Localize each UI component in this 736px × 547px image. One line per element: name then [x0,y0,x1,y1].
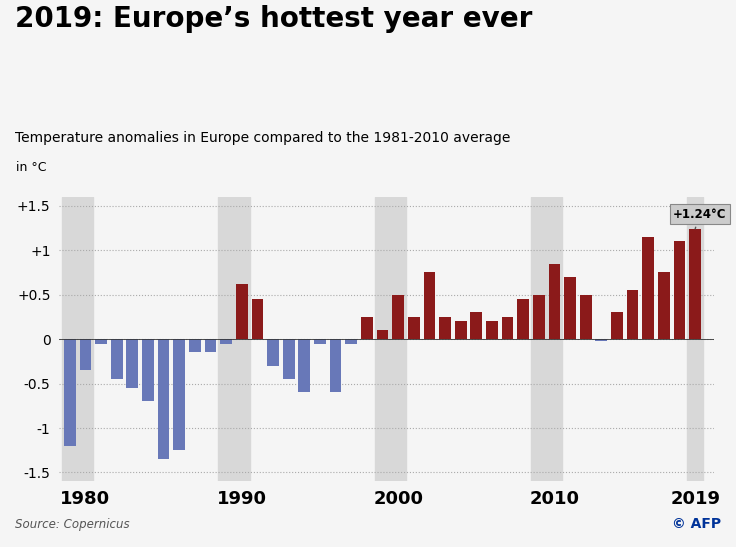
Bar [62,197,93,481]
Bar [392,295,404,339]
Bar [531,197,562,481]
Bar [127,339,138,388]
Bar [408,317,420,339]
Bar [79,339,91,370]
Bar [565,277,576,339]
Bar [64,339,76,446]
Bar [330,339,342,393]
Bar [486,321,498,339]
Bar [470,312,482,339]
Bar [580,295,592,339]
Bar [673,241,685,339]
Bar [220,339,232,344]
Text: Temperature anomalies in Europe compared to the 1981-2010 average: Temperature anomalies in Europe compared… [15,131,510,146]
Bar [377,330,389,339]
Bar [533,295,545,339]
Bar [111,339,123,379]
Bar [658,272,670,339]
Bar [439,317,451,339]
Bar [627,290,639,339]
Bar [314,339,326,344]
Bar [205,339,216,352]
Text: 2019: Europe’s hottest year ever: 2019: Europe’s hottest year ever [15,5,532,33]
Text: in °C: in °C [16,161,47,174]
Bar [361,317,372,339]
Bar [299,339,310,393]
Bar [174,339,185,450]
Bar [267,339,279,366]
Bar [95,339,107,344]
Bar [611,312,623,339]
Bar [252,299,263,339]
Bar [548,264,560,339]
Bar [345,339,357,344]
Text: +1.24°C: +1.24°C [673,207,726,229]
Bar [283,339,294,379]
Bar [189,339,201,352]
Bar [643,237,654,339]
Bar [158,339,169,459]
Bar [687,197,703,481]
Bar [690,229,701,339]
Bar [502,317,514,339]
Bar [423,272,435,339]
Bar [455,321,467,339]
Bar [142,339,154,401]
Bar [517,299,529,339]
Bar [236,284,247,339]
Text: © AFP: © AFP [672,516,721,531]
Bar [375,197,406,481]
Text: Source: Copernicus: Source: Copernicus [15,517,130,531]
Bar [595,339,607,341]
Bar [219,197,250,481]
